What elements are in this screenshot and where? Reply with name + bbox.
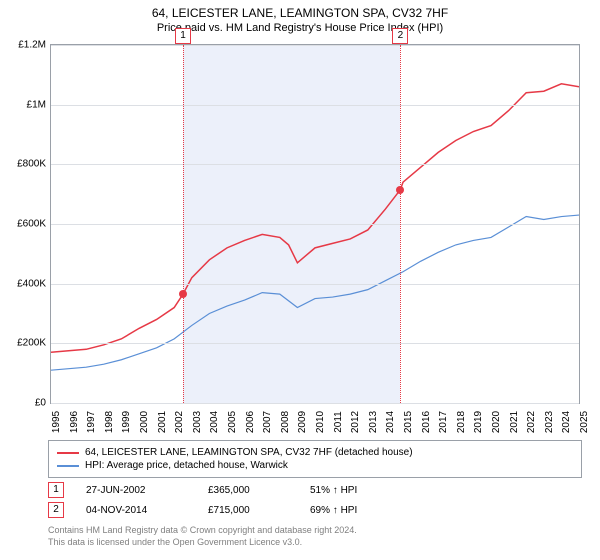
x-axis-label: 2009	[297, 411, 308, 433]
marker-dot	[179, 290, 187, 298]
x-axis-label: 2006	[245, 411, 256, 433]
chart-title: 64, LEICESTER LANE, LEAMINGTON SPA, CV32…	[0, 0, 600, 20]
x-axis-label: 2010	[315, 411, 326, 433]
x-axis-label: 2003	[192, 411, 203, 433]
footer-text: Contains HM Land Registry data © Crown c…	[48, 525, 357, 548]
x-axis-label: 2014	[385, 411, 396, 433]
gridline	[51, 343, 579, 344]
x-axis-label: 2000	[139, 411, 150, 433]
x-axis-label: 2021	[509, 411, 520, 433]
x-axis-label: 1995	[51, 411, 62, 433]
x-axis-label: 2001	[157, 411, 168, 433]
gridline	[51, 224, 579, 225]
y-axis-label: £600K	[6, 219, 46, 230]
x-axis-label: 2017	[438, 411, 449, 433]
chart-subtitle: Price paid vs. HM Land Registry's House …	[0, 20, 600, 34]
gridline	[51, 45, 579, 46]
footer-line1: Contains HM Land Registry data © Crown c…	[48, 525, 357, 537]
legend-swatch-hpi	[57, 465, 79, 467]
marker-vline	[183, 45, 184, 403]
x-axis-label: 2015	[403, 411, 414, 433]
x-axis-label: 1996	[69, 411, 80, 433]
transaction-date: 04-NOV-2014	[86, 505, 186, 516]
x-axis-label: 2022	[526, 411, 537, 433]
x-axis-label: 2012	[350, 411, 361, 433]
x-axis-label: 2005	[227, 411, 238, 433]
gridline	[51, 105, 579, 106]
transaction-date: 27-JUN-2002	[86, 485, 186, 496]
y-axis-label: £400K	[6, 278, 46, 289]
legend-label-hpi: HPI: Average price, detached house, Warw…	[85, 460, 288, 471]
legend-swatch-property	[57, 452, 79, 454]
legend-label-property: 64, LEICESTER LANE, LEAMINGTON SPA, CV32…	[85, 447, 413, 458]
y-axis-label: £0	[6, 398, 46, 409]
marker-dot	[396, 186, 404, 194]
x-axis-label: 2011	[333, 411, 344, 433]
legend-row-hpi: HPI: Average price, detached house, Warw…	[57, 459, 573, 472]
x-axis-label: 2019	[473, 411, 484, 433]
y-axis-label: £800K	[6, 159, 46, 170]
marker-label-icon: 2	[392, 28, 408, 44]
x-axis-label: 1998	[104, 411, 115, 433]
transaction-row: 2 04-NOV-2014 £715,000 69% ↑ HPI	[48, 500, 410, 520]
transaction-pct: 69% ↑ HPI	[310, 505, 410, 516]
x-axis-label: 2002	[174, 411, 185, 433]
legend-row-property: 64, LEICESTER LANE, LEAMINGTON SPA, CV32…	[57, 446, 573, 459]
marker-box-icon: 1	[48, 482, 64, 498]
x-axis-label: 2018	[456, 411, 467, 433]
gridline	[51, 403, 579, 404]
transaction-price: £365,000	[208, 485, 288, 496]
chart-plot-area: £0£200K£400K£600K£800K£1M£1.2M1995199619…	[50, 44, 580, 404]
x-axis-label: 1999	[121, 411, 132, 433]
x-axis-label: 2020	[491, 411, 502, 433]
x-axis-label: 2025	[579, 411, 590, 433]
y-axis-label: £200K	[6, 338, 46, 349]
x-axis-label: 2008	[280, 411, 291, 433]
x-axis-label: 2013	[368, 411, 379, 433]
footer-line2: This data is licensed under the Open Gov…	[48, 537, 357, 549]
legend-box: 64, LEICESTER LANE, LEAMINGTON SPA, CV32…	[48, 440, 582, 478]
x-axis-label: 2007	[262, 411, 273, 433]
chart-container: 64, LEICESTER LANE, LEAMINGTON SPA, CV32…	[0, 0, 600, 560]
x-axis-label: 2016	[421, 411, 432, 433]
y-axis-label: £1M	[6, 99, 46, 110]
series-line-property	[51, 84, 579, 353]
transaction-table: 1 27-JUN-2002 £365,000 51% ↑ HPI 2 04-NO…	[48, 480, 410, 520]
x-axis-label: 2024	[561, 411, 572, 433]
transaction-pct: 51% ↑ HPI	[310, 485, 410, 496]
series-line-hpi	[51, 215, 579, 370]
x-axis-label: 1997	[86, 411, 97, 433]
transaction-row: 1 27-JUN-2002 £365,000 51% ↑ HPI	[48, 480, 410, 500]
gridline	[51, 284, 579, 285]
transaction-price: £715,000	[208, 505, 288, 516]
gridline	[51, 164, 579, 165]
x-axis-label: 2023	[544, 411, 555, 433]
marker-vline	[400, 45, 401, 403]
y-axis-label: £1.2M	[6, 40, 46, 51]
x-axis-label: 2004	[209, 411, 220, 433]
marker-label-icon: 1	[175, 28, 191, 44]
marker-box-icon: 2	[48, 502, 64, 518]
